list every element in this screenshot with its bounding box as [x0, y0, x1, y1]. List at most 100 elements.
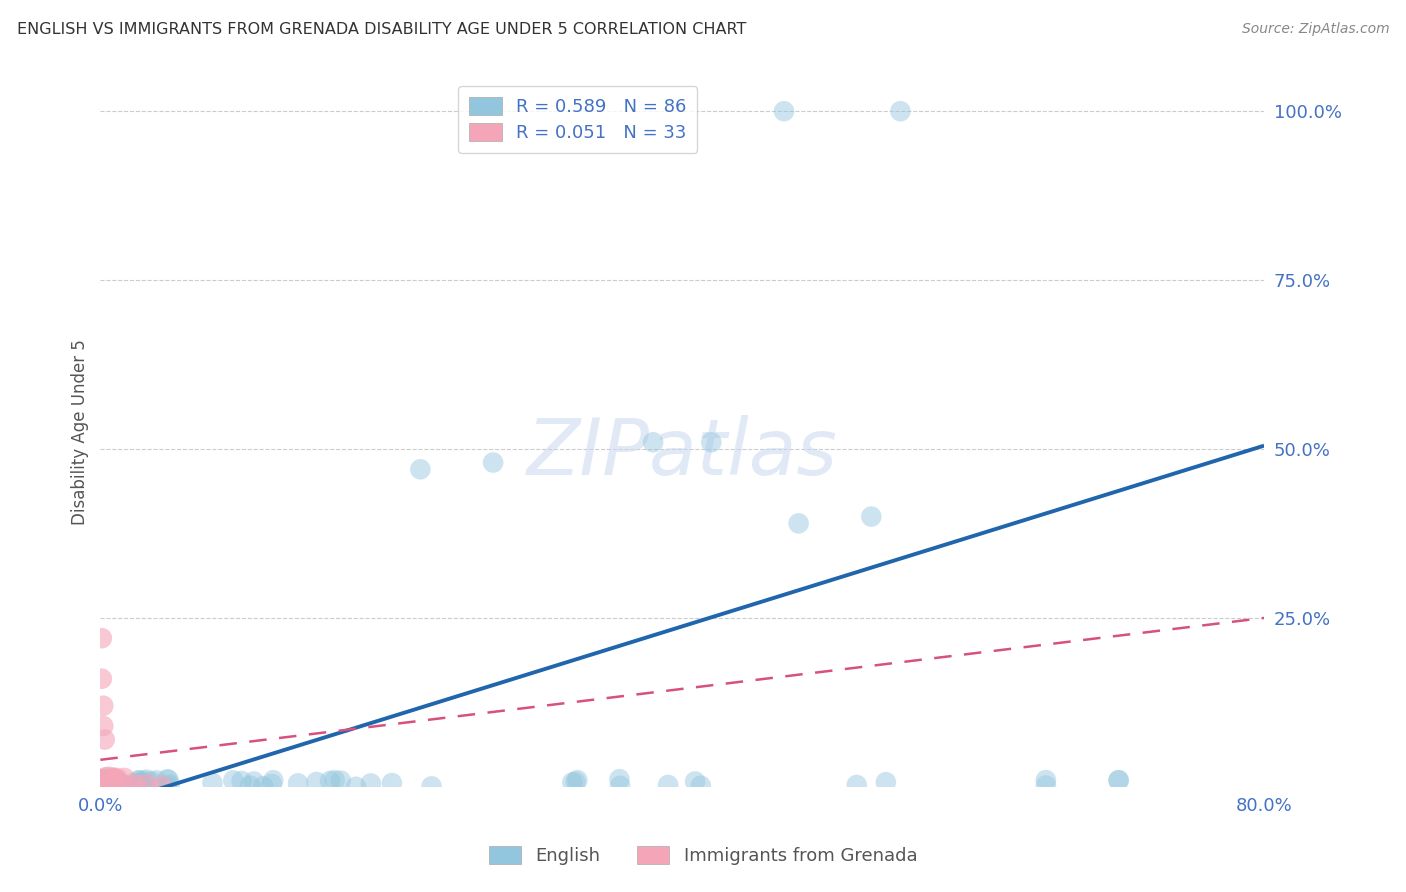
Y-axis label: Disability Age Under 5: Disability Age Under 5 [72, 339, 89, 525]
Point [120, 780, 142, 794]
Point [93, 772, 115, 787]
Point [860, 509, 883, 524]
Point [135, 777, 157, 791]
Point [89, 779, 111, 793]
Point [91, 719, 114, 733]
Point [329, 773, 352, 788]
Point [132, 773, 155, 788]
Point [91, 775, 114, 789]
Point [105, 771, 128, 785]
Point [101, 771, 124, 785]
Point [156, 780, 179, 794]
Point [381, 776, 404, 790]
Point [90, 780, 112, 794]
Point [100, 780, 122, 794]
Point [94, 777, 117, 791]
Point [91, 772, 114, 787]
Point [90, 780, 112, 794]
Point [121, 776, 143, 790]
Point [90, 778, 112, 792]
Point [90, 774, 112, 789]
Point [561, 775, 583, 789]
Point [90, 774, 112, 789]
Point [91, 775, 114, 789]
Point [409, 462, 432, 476]
Legend: English, Immigrants from Grenada: English, Immigrants from Grenada [479, 838, 927, 874]
Point [1035, 779, 1057, 793]
Point [156, 772, 179, 787]
Point [360, 776, 382, 790]
Point [90, 772, 112, 786]
Point [93, 776, 115, 790]
Point [222, 773, 245, 788]
Point [689, 779, 711, 793]
Point [305, 775, 328, 789]
Point [104, 772, 127, 786]
Point [231, 774, 253, 789]
Point [93, 772, 115, 787]
Point [319, 773, 342, 788]
Point [243, 774, 266, 789]
Point [94, 770, 117, 784]
Point [91, 776, 114, 790]
Point [567, 773, 589, 788]
Point [103, 775, 125, 789]
Point [110, 777, 132, 791]
Point [98, 776, 121, 790]
Point [105, 779, 128, 793]
Point [609, 772, 631, 787]
Point [127, 776, 149, 790]
Point [773, 104, 796, 119]
Point [201, 776, 224, 790]
Text: Source: ZipAtlas.com: Source: ZipAtlas.com [1241, 22, 1389, 37]
Point [145, 773, 167, 788]
Point [111, 777, 134, 791]
Point [700, 435, 723, 450]
Point [136, 772, 159, 787]
Point [128, 773, 150, 788]
Point [420, 780, 443, 794]
Point [141, 774, 163, 789]
Point [889, 104, 911, 119]
Point [110, 777, 132, 791]
Point [323, 773, 346, 788]
Point [657, 778, 679, 792]
Point [114, 771, 136, 785]
Point [287, 776, 309, 790]
Text: ENGLISH VS IMMIGRANTS FROM GRENADA DISABILITY AGE UNDER 5 CORRELATION CHART: ENGLISH VS IMMIGRANTS FROM GRENADA DISAB… [17, 22, 747, 37]
Legend: R = 0.589   N = 86, R = 0.051   N = 33: R = 0.589 N = 86, R = 0.051 N = 33 [458, 87, 697, 153]
Point [121, 779, 143, 793]
Point [93, 732, 115, 747]
Point [125, 777, 148, 791]
Point [564, 775, 586, 789]
Point [94, 773, 117, 788]
Text: ZIPatlas: ZIPatlas [527, 416, 838, 491]
Point [1108, 773, 1130, 788]
Point [609, 779, 631, 793]
Point [91, 778, 114, 792]
Point [107, 773, 129, 788]
Point [128, 775, 150, 789]
Point [845, 778, 868, 792]
Point [1035, 773, 1057, 788]
Point [787, 516, 810, 531]
Point [94, 779, 117, 793]
Point [252, 779, 274, 793]
Point [96, 776, 118, 790]
Point [1108, 773, 1130, 788]
Point [91, 698, 114, 713]
Point [260, 777, 283, 791]
Point [91, 779, 114, 793]
Point [131, 776, 153, 790]
Point [157, 772, 180, 787]
Point [643, 435, 665, 450]
Point [875, 775, 897, 789]
Point [96, 773, 118, 788]
Point [150, 779, 173, 793]
Point [90, 672, 112, 686]
Point [127, 773, 149, 788]
Point [344, 780, 367, 794]
Point [683, 774, 706, 789]
Point [91, 777, 114, 791]
Point [239, 779, 262, 793]
